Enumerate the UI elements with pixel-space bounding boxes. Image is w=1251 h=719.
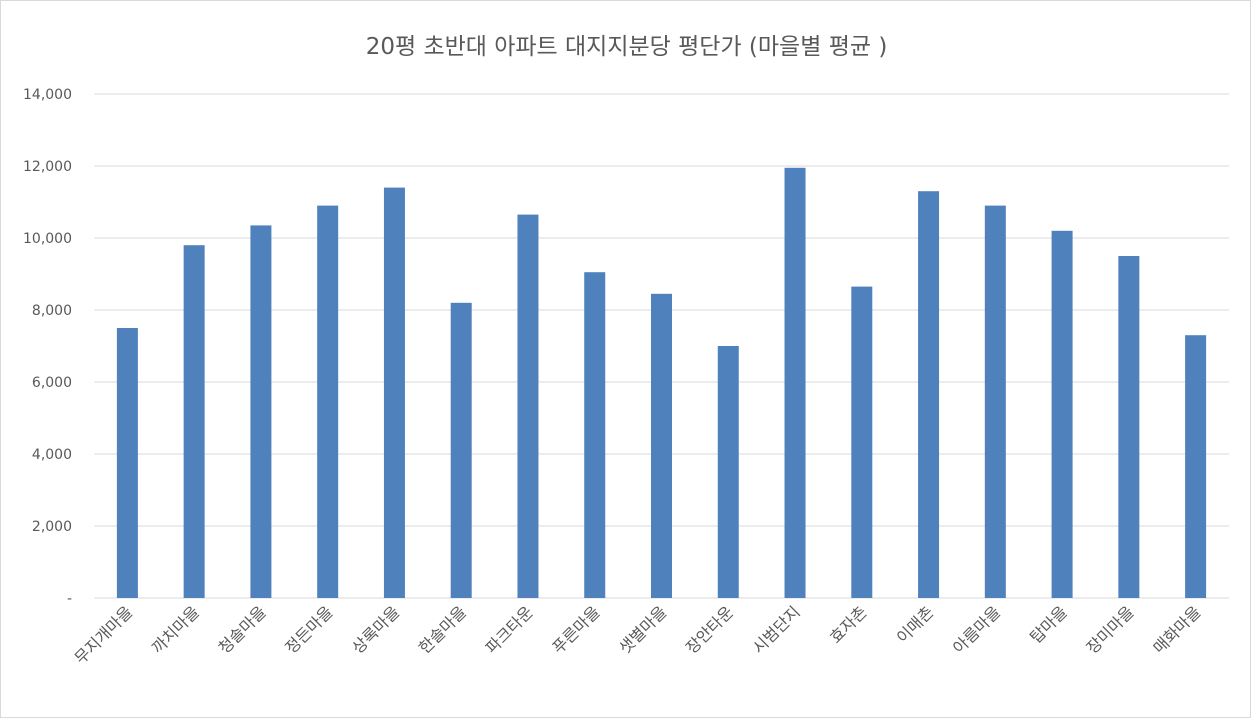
x-tick-label: 무지개마을 [71,602,136,667]
y-axis-ticks: - 2,000 4,000 6,000 8,000 10,000 12,000 14,000 [23,87,72,607]
x-tick-label: 정든마을 [281,602,336,657]
x-axis-ticks: 무지개마을 까치마을 청솔마을 정든마을 상록마을 한솔마을 파크타운 푸른마을 샛별마을 장안타… [71,602,1205,667]
x-tick-label: 장안타운 [682,602,737,657]
x-tick-label: 장미마을 [1083,602,1138,657]
bar [450,302,472,598]
x-tick-label: 청솔마을 [215,602,270,657]
bar [584,272,606,598]
bar [851,286,873,598]
y-tick-label: 4,000 [32,447,72,463]
bar [517,214,539,598]
chart-title: 20평 초반대 아파트 대지지분당 평단가 (마을별 평균 ) [365,34,888,60]
bar [116,328,138,598]
bar [383,187,405,598]
x-tick-label: 한솔마을 [415,602,470,657]
y-tick-label: 14,000 [23,87,72,103]
x-tick-label: 탑마을 [1026,602,1071,647]
bar [250,225,272,598]
x-tick-label: 까치마을 [148,602,203,657]
bar [984,205,1006,598]
bar [918,191,940,598]
y-tick-label: 12,000 [23,159,72,175]
x-tick-label: 파크타운 [482,602,537,657]
bar [651,293,672,598]
bar [317,205,339,598]
y-tick-label: 10,000 [23,231,72,247]
x-tick-label: 시범단지 [749,602,804,657]
bars [116,167,1207,599]
x-tick-label: 효자촌 [826,602,871,647]
bar [1185,335,1207,598]
bar [784,167,806,599]
x-tick-label: 아름마을 [949,602,1004,657]
y-tick-label: 8,000 [32,303,72,319]
y-tick-label: 2,000 [32,519,72,535]
x-tick-label: 매화마을 [1149,602,1204,657]
y-tick-label: 6,000 [32,375,72,391]
bar [1118,256,1140,598]
x-tick-label: 푸른마을 [548,602,603,657]
bar [717,346,739,598]
bar [183,245,205,598]
x-tick-label: 상록마을 [348,602,403,657]
y-tick-label: - [67,591,72,607]
x-tick-label: 샛별마을 [615,602,670,657]
x-tick-label: 이매촌 [893,602,938,647]
bar [1051,230,1073,599]
